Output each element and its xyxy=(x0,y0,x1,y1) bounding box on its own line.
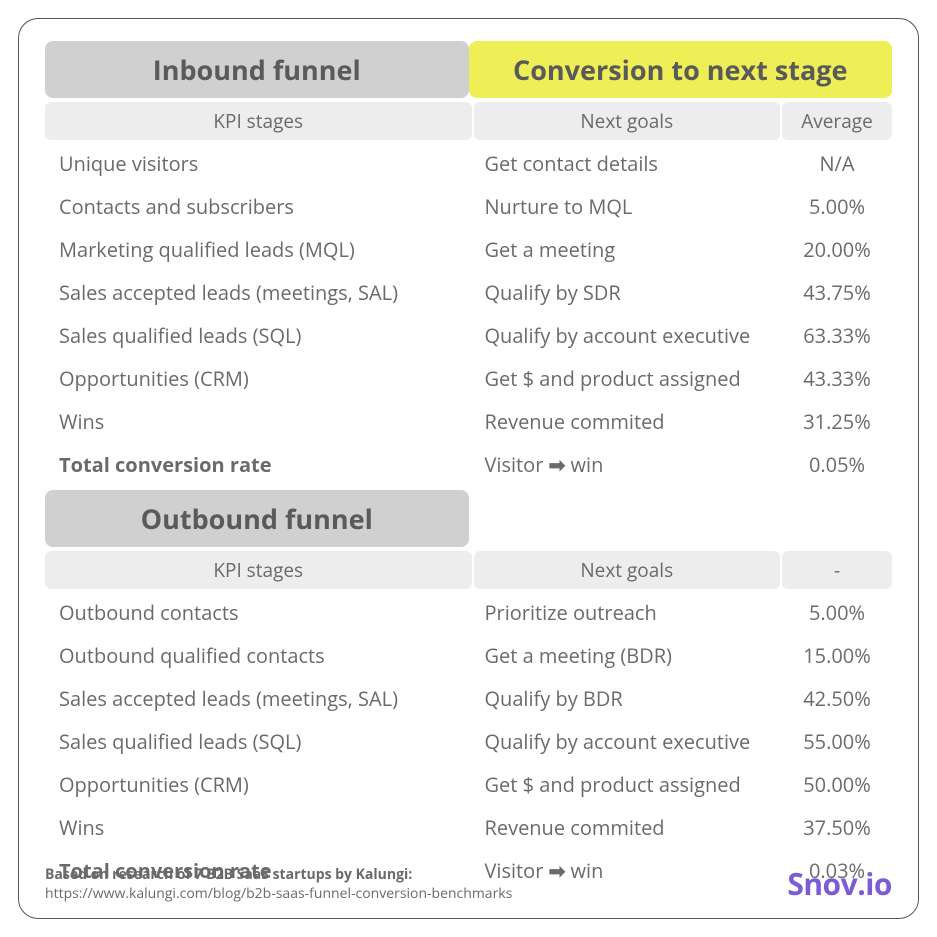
stage-cell: Sales qualified leads (SQL) xyxy=(45,314,479,357)
stage-cell: Outbound contacts xyxy=(45,591,479,634)
goals-subheader: Next goals xyxy=(474,102,781,140)
goal-cell: Get a meeting (BDR) xyxy=(479,634,783,677)
stage-cell: Sales qualified leads (SQL) xyxy=(45,720,479,763)
goal-cell: Get a meeting xyxy=(479,228,783,271)
average-cell: 43.75% xyxy=(782,271,892,314)
stage-cell: Contacts and subscribers xyxy=(45,185,479,228)
stage-cell: Unique visitors xyxy=(45,142,479,185)
goal-cell: Qualify by BDR xyxy=(479,677,783,720)
outbound-header: Outbound funnel xyxy=(45,490,469,547)
kpi-subheader-outbound: KPI stages xyxy=(45,551,472,589)
goal-cell: Get contact details xyxy=(479,142,783,185)
inbound-total-stage: Total conversion rate xyxy=(45,443,479,486)
arrow-icon: ➡ xyxy=(549,451,566,478)
average-cell: 55.00% xyxy=(782,720,892,763)
inbound-table-body: Unique visitorsGet contact detailsN/ACon… xyxy=(45,142,892,443)
inbound-total-row: Total conversion rate Visitor ➡ win 0.05… xyxy=(45,443,892,486)
goal-cell: Get $ and product assigned xyxy=(479,357,783,400)
inbound-total-goal: Visitor ➡ win xyxy=(479,443,783,486)
table-row: Sales accepted leads (meetings, SAL)Qual… xyxy=(45,271,892,314)
stage-cell: Wins xyxy=(45,806,479,849)
goal-pre-text: Visitor xyxy=(485,451,549,478)
table-row: WinsRevenue commited31.25% xyxy=(45,400,892,443)
average-cell: 63.33% xyxy=(782,314,892,357)
goal-cell: Qualify by SDR xyxy=(479,271,783,314)
average-cell: 50.00% xyxy=(782,763,892,806)
average-cell: 5.00% xyxy=(782,185,892,228)
table-row: Opportunities (CRM)Get $ and product ass… xyxy=(45,763,892,806)
stage-cell: Sales accepted leads (meetings, SAL) xyxy=(45,271,479,314)
average-cell: 20.00% xyxy=(782,228,892,271)
stage-cell: Outbound qualified contacts xyxy=(45,634,479,677)
goals-subheader-outbound: Next goals xyxy=(474,551,781,589)
goal-cell: Qualify by account executive xyxy=(479,314,783,357)
dash-subheader: - xyxy=(782,551,892,589)
table-row: Sales qualified leads (SQL)Qualify by ac… xyxy=(45,720,892,763)
stage-cell: Marketing qualified leads (MQL) xyxy=(45,228,479,271)
inbound-header: Inbound funnel xyxy=(45,41,469,98)
goal-cell: Revenue commited xyxy=(479,806,783,849)
average-cell: N/A xyxy=(782,142,892,185)
average-cell: 15.00% xyxy=(782,634,892,677)
table-row: Outbound qualified contactsGet a meeting… xyxy=(45,634,892,677)
inbound-total-avg: 0.05% xyxy=(782,443,892,486)
goal-cell: Get $ and product assigned xyxy=(479,763,783,806)
kpi-subheader: KPI stages xyxy=(45,102,472,140)
goal-cell: Revenue commited xyxy=(479,400,783,443)
average-cell: 43.33% xyxy=(782,357,892,400)
goal-cell: Nurture to MQL xyxy=(479,185,783,228)
source-title: Based on research of 7 B2B SaaS startups… xyxy=(45,865,412,884)
stage-cell: Sales accepted leads (meetings, SAL) xyxy=(45,677,479,720)
brand-logo: Snov.io xyxy=(787,863,892,904)
table-row: Sales accepted leads (meetings, SAL)Qual… xyxy=(45,677,892,720)
outbound-table-body: Outbound contactsPrioritize outreach5.00… xyxy=(45,591,892,849)
goal-post-text: win xyxy=(565,451,603,478)
goal-cell: Prioritize outreach xyxy=(479,591,783,634)
conversion-header: Conversion to next stage xyxy=(469,41,893,98)
goal-cell: Qualify by account executive xyxy=(479,720,783,763)
table-row: Contacts and subscribersNurture to MQL5.… xyxy=(45,185,892,228)
source-url: https://www.kalungi.com/blog/b2b-saas-fu… xyxy=(45,884,512,903)
table-row: Sales qualified leads (SQL)Qualify by ac… xyxy=(45,314,892,357)
source-citation: Based on research of 7 B2B SaaS startups… xyxy=(45,866,512,904)
table-row: Opportunities (CRM)Get $ and product ass… xyxy=(45,357,892,400)
outbound-subheader-row: KPI stages Next goals - xyxy=(45,551,892,589)
stage-cell: Wins xyxy=(45,400,479,443)
average-subheader: Average xyxy=(782,102,892,140)
table-row: WinsRevenue commited37.50% xyxy=(45,806,892,849)
average-cell: 31.25% xyxy=(782,400,892,443)
average-cell: 37.50% xyxy=(782,806,892,849)
average-cell: 5.00% xyxy=(782,591,892,634)
table-row: Outbound contactsPrioritize outreach5.00… xyxy=(45,591,892,634)
stage-cell: Opportunities (CRM) xyxy=(45,763,479,806)
brand-suffix: .io xyxy=(857,863,892,904)
brand-name: Snov xyxy=(787,863,857,904)
stage-cell: Opportunities (CRM) xyxy=(45,357,479,400)
average-cell: 42.50% xyxy=(782,677,892,720)
table-row: Marketing qualified leads (MQL)Get a mee… xyxy=(45,228,892,271)
inbound-subheader-row: KPI stages Next goals Average xyxy=(45,102,892,140)
table-row: Unique visitorsGet contact detailsN/A xyxy=(45,142,892,185)
info-card: Inbound funnel Conversion to next stage … xyxy=(18,18,919,919)
top-header-row: Inbound funnel Conversion to next stage xyxy=(45,41,892,98)
card-footer: Based on research of 7 B2B SaaS startups… xyxy=(45,863,892,904)
